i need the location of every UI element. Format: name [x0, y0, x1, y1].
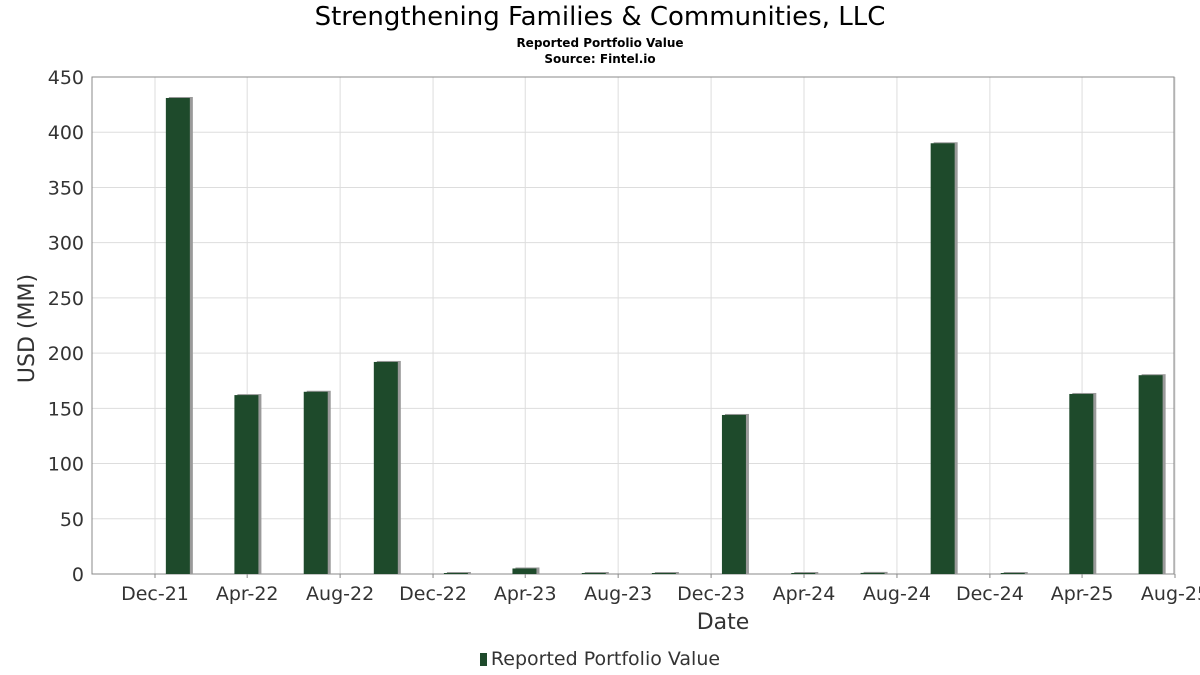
bar — [443, 572, 471, 574]
x-tick-label: Apr-22 — [216, 583, 279, 605]
bar — [721, 413, 749, 574]
legend-swatch — [479, 653, 487, 666]
bar-body — [581, 573, 606, 574]
y-tick-label: 350 — [48, 177, 84, 199]
y-axis-title: USD (MM) — [15, 274, 40, 383]
bar-body — [1069, 393, 1094, 574]
bar-body — [1138, 375, 1163, 574]
x-tick-label: Aug-24 — [863, 583, 931, 605]
bar — [651, 572, 679, 574]
y-tick-label: 400 — [48, 122, 84, 144]
y-tick-label: 300 — [48, 233, 84, 255]
x-axis-ticks: Dec-21 Apr-22 Aug-22 Dec-22 Apr-23 Aug-23 Dec-… — [121, 583, 1200, 605]
bar — [1138, 374, 1166, 574]
chart-subtitle: Reported Portfolio Value — [516, 36, 684, 50]
bar-body — [373, 361, 398, 574]
x-tick-label: Apr-24 — [773, 583, 836, 605]
legend: Reported Portfolio Value — [0, 648, 1200, 670]
bar-body — [721, 414, 746, 574]
bar — [303, 390, 331, 574]
y-tick-label: 250 — [48, 288, 84, 310]
bar-body — [791, 573, 816, 574]
bar-body — [443, 573, 468, 574]
bar — [1000, 572, 1028, 574]
bar — [165, 96, 193, 575]
bar-body — [930, 143, 955, 574]
bar-body — [234, 395, 259, 574]
bar — [581, 572, 609, 574]
bar-body — [860, 572, 885, 574]
bar — [1069, 392, 1097, 574]
x-tick-label: Apr-23 — [494, 583, 557, 605]
bar — [373, 360, 401, 574]
plot-border — [91, 76, 1175, 575]
grid-layer — [92, 76, 1176, 578]
bar-layer — [165, 96, 1166, 575]
x-tick-label: Aug-25 — [1141, 583, 1200, 605]
y-tick-label: 200 — [48, 343, 84, 365]
x-tick-label: Dec-23 — [677, 583, 745, 605]
y-axis-ticks: 0 50 100 150 200 250 300 350 400 450 — [48, 67, 84, 586]
y-tick-label: 100 — [48, 454, 84, 476]
x-tick-label: Dec-22 — [399, 583, 467, 605]
bar-body — [1000, 573, 1025, 574]
y-tick-label: 0 — [72, 564, 84, 586]
chart-source: Source: Fintel.io — [544, 52, 656, 66]
bar-body — [303, 391, 328, 574]
x-axis-title: Date — [697, 610, 750, 635]
x-tick-label: Dec-21 — [121, 583, 189, 605]
y-tick-label: 450 — [48, 67, 84, 89]
x-tick-label: Apr-25 — [1051, 583, 1114, 605]
bar-body — [512, 568, 537, 574]
x-tick-label: Aug-23 — [584, 583, 652, 605]
y-tick-label: 50 — [60, 509, 84, 531]
bar — [791, 572, 819, 574]
bar — [860, 571, 888, 574]
bar-body — [651, 573, 676, 574]
bar — [512, 567, 540, 574]
chart-title: Strengthening Families & Communities, LL… — [314, 2, 886, 32]
x-tick-label: Aug-22 — [306, 583, 374, 605]
bar — [234, 394, 262, 574]
bar-body — [165, 97, 190, 575]
x-tick-label: Dec-24 — [956, 583, 1024, 605]
legend-label: Reported Portfolio Value — [490, 648, 721, 670]
bar — [930, 142, 958, 574]
y-tick-label: 150 — [48, 398, 84, 420]
